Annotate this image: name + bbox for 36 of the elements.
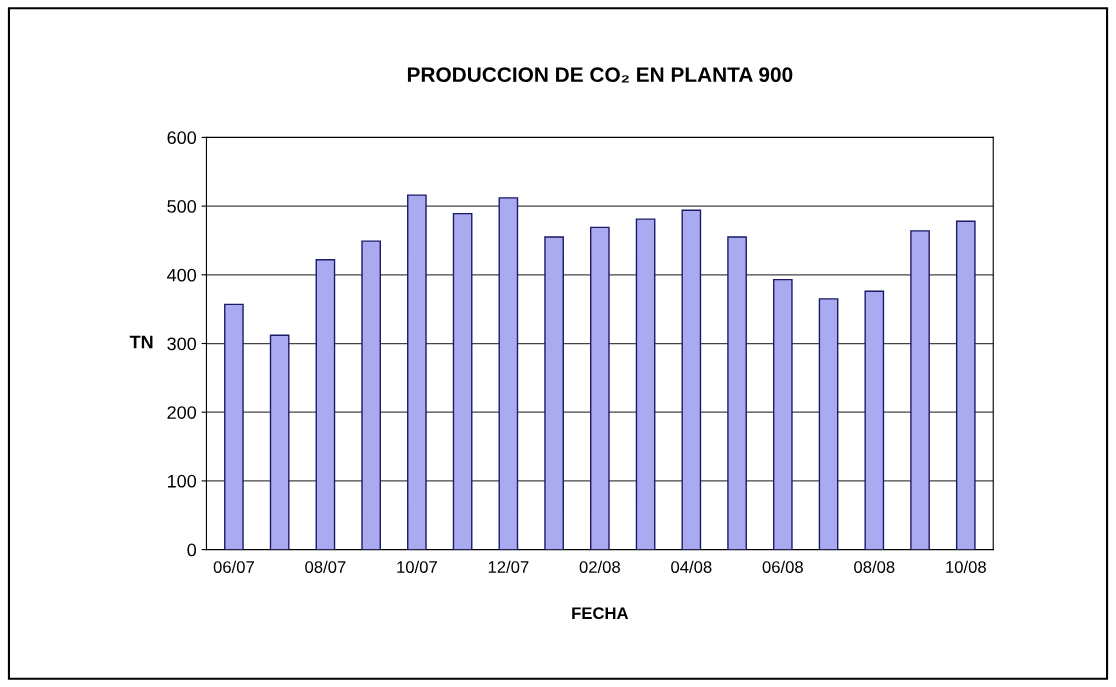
bar: [727, 236, 747, 550]
bar: [452, 212, 473, 550]
bar: [681, 209, 702, 550]
x-tick-label: 02/08: [579, 560, 620, 573]
y-tick-label: 100: [167, 474, 197, 488]
bar: [544, 236, 564, 550]
bar: [407, 194, 427, 550]
y-tick-label: 400: [167, 268, 197, 282]
bar: [864, 290, 885, 550]
x-tick-label: 10/07: [397, 560, 437, 573]
x-tick-label: 06/08: [762, 560, 803, 573]
x-axis-title: FECHA: [572, 607, 629, 620]
bar: [818, 298, 839, 550]
bar: [910, 230, 930, 550]
bar: [315, 258, 336, 550]
chart-title: PRODUCCION DE CO₂ EN PLANTA 900: [407, 67, 793, 83]
y-tick-label: 200: [167, 406, 197, 419]
bar: [635, 218, 656, 550]
y-tick-label: 300: [167, 337, 197, 351]
bar: [955, 220, 976, 550]
y-axis-title: TN: [129, 335, 153, 349]
x-tick-label: 06/07: [213, 560, 254, 573]
y-tick-label: 600: [167, 131, 197, 145]
x-tick-label: 12/07: [488, 560, 529, 573]
bar: [269, 334, 290, 550]
y-tick-label: 0: [187, 543, 197, 557]
x-tick-label: 04/08: [671, 560, 712, 573]
x-tick-label: 10/08: [946, 560, 986, 573]
bar: [224, 303, 244, 550]
bar: [361, 240, 381, 550]
x-tick-label: 08/08: [854, 560, 895, 573]
bar: [772, 278, 793, 550]
bar: [498, 197, 519, 550]
x-tick-label: 08/07: [305, 560, 346, 573]
bar: [590, 226, 610, 550]
y-tick-label: 500: [167, 200, 197, 213]
